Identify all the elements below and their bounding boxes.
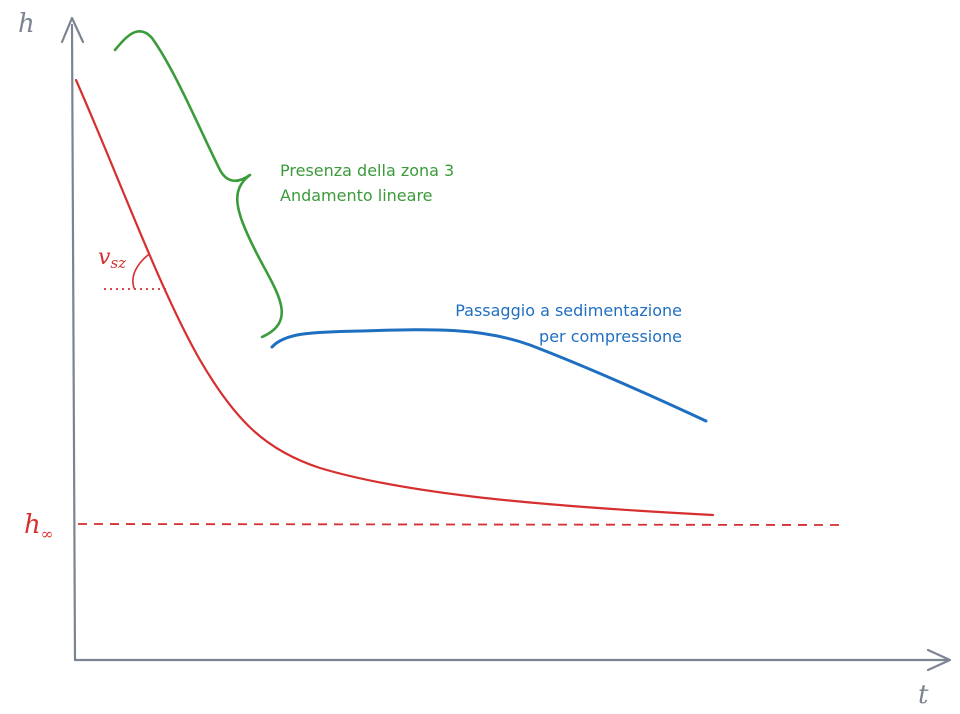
y-axis xyxy=(70,23,77,662)
asymptote-label: h∞ xyxy=(24,510,53,543)
y-axis-arrowhead xyxy=(60,16,85,44)
x-axis-arrowhead xyxy=(926,648,952,672)
slope-label: vsz xyxy=(98,245,126,272)
asymptote-label-sub: ∞ xyxy=(41,525,54,543)
compression-curve xyxy=(270,328,708,423)
blue-note-line2: per compressione xyxy=(539,327,682,346)
green-note-line1: Presenza della zona 3 xyxy=(280,161,454,180)
linear-zone-brace xyxy=(113,30,283,339)
settling-curve xyxy=(74,78,715,517)
asymptote-line xyxy=(77,523,841,526)
slope-label-sub: sz xyxy=(110,254,126,272)
axes: h t xyxy=(18,9,952,710)
slope-angle-arc xyxy=(132,254,149,289)
slope-label-main: v xyxy=(98,245,111,270)
x-axis-label: t xyxy=(918,680,929,710)
y-axis-label: h xyxy=(18,9,35,39)
green-note-line2: Andamento lineare xyxy=(280,186,433,205)
blue-note-line1: Passaggio a sedimentazione xyxy=(455,301,682,320)
asymptote-label-main: h xyxy=(24,510,41,540)
